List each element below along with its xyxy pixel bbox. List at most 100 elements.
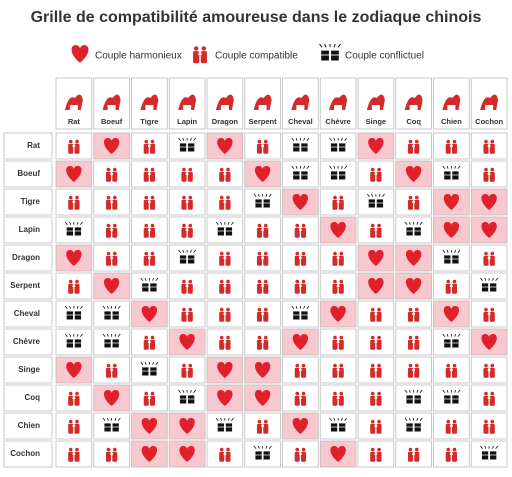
- icon-fists: [253, 193, 272, 208]
- head: [370, 419, 375, 424]
- arm: [412, 313, 415, 315]
- body: [256, 283, 262, 294]
- head: [377, 335, 381, 340]
- spark: [404, 221, 408, 225]
- row-header: [3, 272, 53, 300]
- icon-couple: [68, 419, 80, 434]
- heart: [254, 362, 271, 378]
- spark: [291, 137, 295, 141]
- spark: [491, 445, 494, 449]
- spark: [291, 305, 295, 309]
- icon-couple: [407, 195, 420, 210]
- body: [219, 451, 225, 462]
- spark: [324, 43, 327, 48]
- spark: [64, 221, 68, 225]
- head: [263, 335, 268, 340]
- cell: [244, 160, 281, 188]
- icon-fists: [480, 445, 499, 460]
- icon-couple: [332, 251, 344, 266]
- body: [294, 227, 300, 238]
- animal-icon: [291, 94, 310, 110]
- icon-heart: [141, 418, 158, 434]
- row-label: Singe: [18, 365, 40, 374]
- arm: [72, 201, 76, 203]
- spark: [408, 417, 411, 421]
- heart: [481, 222, 497, 238]
- row-header: [3, 440, 53, 468]
- icon-couple: [407, 363, 420, 378]
- spark: [76, 333, 79, 337]
- icon-heart: [368, 250, 384, 266]
- fist: [225, 423, 233, 432]
- head: [339, 251, 344, 256]
- arm: [412, 453, 415, 455]
- head: [112, 223, 117, 228]
- icon-couple: [219, 279, 231, 294]
- head: [201, 46, 207, 51]
- icon-couple: [445, 363, 458, 378]
- body: [150, 171, 156, 182]
- head: [370, 307, 375, 312]
- head: [219, 195, 224, 200]
- fist: [74, 339, 82, 348]
- spark: [102, 417, 106, 421]
- body: [376, 367, 382, 378]
- head: [295, 447, 300, 452]
- head: [301, 363, 306, 368]
- body: [263, 311, 269, 322]
- icon-couple: [219, 447, 231, 462]
- arm: [261, 425, 264, 427]
- body: [68, 423, 74, 434]
- body: [301, 451, 307, 462]
- spark: [106, 333, 109, 337]
- spark: [484, 445, 487, 449]
- body: [332, 255, 338, 266]
- head: [370, 391, 375, 396]
- icon-heart: [330, 306, 346, 322]
- cell: [168, 244, 206, 272]
- icon-heart: [254, 166, 271, 182]
- body: [68, 199, 74, 210]
- head: [408, 195, 413, 200]
- body: [489, 423, 495, 434]
- spark: [178, 249, 181, 253]
- arm: [412, 201, 415, 203]
- head: [68, 391, 73, 396]
- fist: [406, 423, 413, 432]
- head: [144, 335, 149, 340]
- spark: [257, 193, 260, 197]
- head: [106, 195, 111, 200]
- fist: [490, 451, 497, 460]
- icon-heart: [217, 390, 233, 406]
- arm: [223, 313, 227, 315]
- icon-heart: [368, 278, 384, 294]
- icon-couple: [483, 167, 495, 182]
- heart: [368, 138, 384, 154]
- head: [452, 139, 457, 144]
- body: [74, 283, 80, 294]
- icon-couple: [143, 335, 156, 350]
- fist: [452, 171, 459, 180]
- head: [106, 363, 111, 368]
- icon-heart: [292, 194, 309, 210]
- icon-fists: [442, 165, 461, 180]
- heart: [217, 138, 233, 154]
- body: [200, 51, 207, 64]
- body: [338, 199, 344, 210]
- body: [112, 171, 118, 182]
- spark: [69, 221, 72, 225]
- head: [182, 167, 186, 172]
- head: [263, 307, 268, 312]
- body: [294, 451, 300, 462]
- spark: [64, 333, 68, 337]
- title: Grille de compatibilité amoureuse dans l…: [31, 9, 482, 26]
- body: [370, 451, 376, 462]
- arm: [110, 257, 113, 259]
- fist: [406, 395, 413, 404]
- animal-icon: [329, 94, 348, 110]
- row-label: Chèvre: [13, 337, 41, 346]
- body: [332, 367, 338, 378]
- body: [263, 283, 269, 294]
- head: [377, 419, 381, 424]
- cell: [282, 300, 319, 328]
